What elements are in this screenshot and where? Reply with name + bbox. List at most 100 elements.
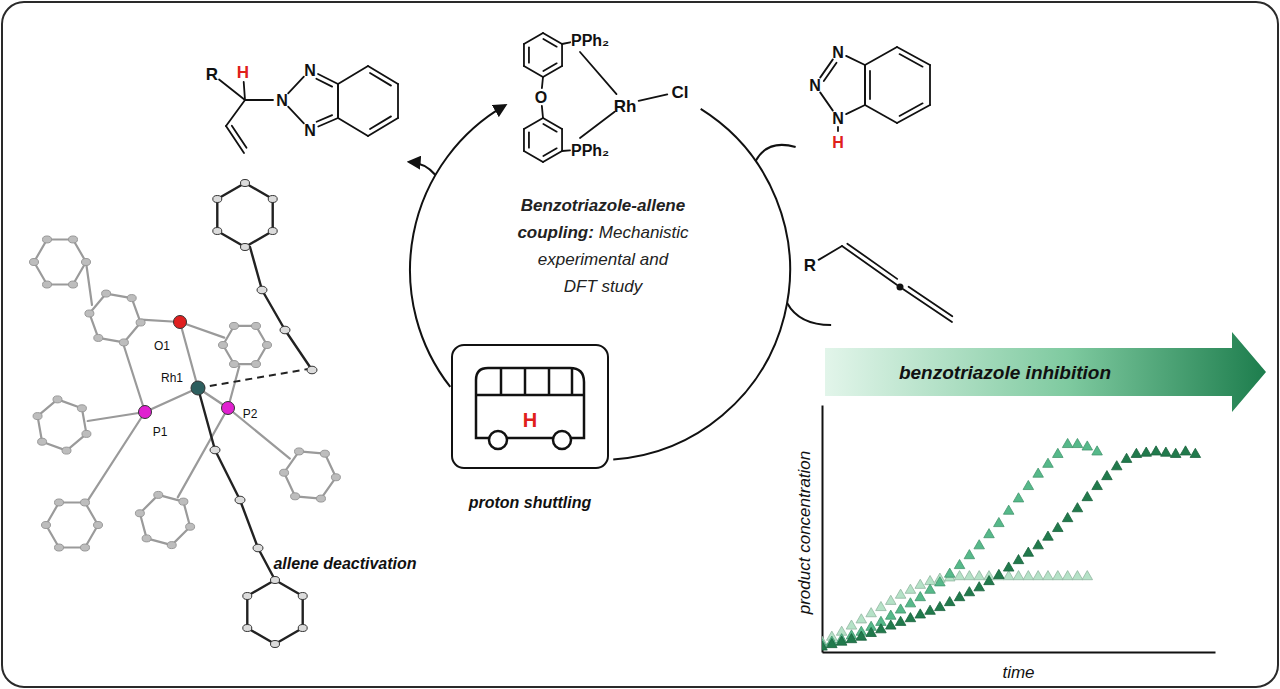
cycle-label-line: coupling:Mechanistic — [517, 223, 689, 242]
data-point — [827, 639, 838, 648]
crystal-heteroatom — [222, 402, 235, 415]
atom-label: N — [276, 92, 288, 109]
data-point — [1053, 448, 1064, 457]
data-point — [886, 610, 897, 619]
data-point — [1043, 458, 1054, 467]
data-point — [1003, 571, 1014, 580]
bond — [864, 65, 866, 105]
atom-label: N — [832, 110, 844, 127]
crystal-carbon — [77, 405, 86, 412]
data-point — [1023, 571, 1034, 580]
crystal-carbon — [127, 295, 136, 302]
cycle-label-text: DFT study — [564, 277, 644, 296]
data-point — [1013, 493, 1024, 502]
bond — [543, 33, 562, 44]
series — [822, 438, 1102, 647]
data-point — [1062, 438, 1073, 447]
bond — [244, 82, 245, 100]
data-point — [876, 601, 887, 610]
bond — [562, 150, 570, 152]
bond — [247, 580, 275, 596]
data-point — [1092, 446, 1103, 455]
bond — [338, 118, 368, 136]
cycle-label-line: DFT study — [564, 277, 644, 296]
x-axis — [823, 652, 1216, 653]
double-bond — [543, 39, 556, 47]
bond — [245, 99, 273, 101]
data-point — [1180, 446, 1191, 455]
data-point — [846, 634, 857, 643]
bond — [250, 247, 262, 290]
atom-label: N — [304, 62, 316, 79]
crystal-bonds — [34, 183, 336, 644]
frame — [2, 2, 1278, 687]
data-point — [846, 620, 857, 629]
crystal-carbon — [55, 544, 64, 551]
bus-window-divider — [548, 368, 551, 395]
data-point — [866, 608, 877, 617]
cycle-label-line: experimental and — [538, 250, 669, 269]
data-point — [925, 576, 936, 585]
bond — [543, 66, 562, 77]
bond — [580, 52, 616, 94]
data-point — [944, 597, 955, 606]
data-point — [1121, 453, 1132, 462]
crystal-carbon — [179, 498, 188, 505]
crystal-carbon — [307, 366, 317, 374]
data-point — [954, 571, 965, 580]
data-point — [1151, 446, 1162, 455]
bond — [288, 77, 304, 94]
data-point — [856, 614, 867, 623]
data-point — [1043, 571, 1054, 580]
double-bond — [232, 126, 247, 148]
crystal-carbon — [316, 495, 325, 502]
double-bond — [316, 79, 332, 87]
bus-wheel — [553, 431, 571, 449]
bond — [275, 580, 303, 596]
series — [822, 446, 1201, 650]
bond — [285, 330, 312, 370]
bond — [262, 290, 285, 330]
chart-title: benzotriazole inhibition — [899, 362, 1111, 383]
data-point — [1111, 461, 1122, 470]
crystal-carbon — [102, 290, 111, 297]
crystal-carbon — [243, 593, 252, 600]
crystal-carbon — [280, 326, 290, 334]
data-point — [974, 571, 985, 580]
crystal-carbon — [43, 236, 52, 243]
double-bond — [900, 54, 923, 67]
crystal-carbon — [81, 499, 90, 506]
banner-arrow — [825, 332, 1266, 412]
data-point — [964, 550, 975, 559]
bond — [338, 66, 368, 84]
rh-allene-contact — [198, 369, 308, 388]
bond — [543, 118, 562, 129]
data-point — [915, 609, 926, 618]
crystal-carbon — [43, 281, 52, 288]
allene-structure: R — [804, 244, 952, 322]
bond — [337, 84, 339, 118]
bond — [837, 127, 839, 131]
crystal-carbon — [243, 625, 252, 632]
crystal-carbon — [271, 577, 280, 584]
catalyst-structure: PPh₂PPh₂ORhCl — [524, 32, 689, 163]
benzotriazole-entry — [756, 145, 796, 161]
double-bond — [900, 103, 923, 116]
crystal-atoms — [30, 180, 341, 648]
data-point — [822, 641, 827, 650]
bond — [524, 151, 543, 162]
bond — [846, 105, 865, 114]
data-point — [964, 571, 975, 580]
crystal-carbon — [291, 493, 300, 500]
bond — [639, 94, 668, 100]
crystal-carbon — [69, 281, 78, 288]
bond — [216, 199, 218, 231]
crystal-carbon — [298, 593, 307, 600]
crystal-carbon — [295, 448, 304, 455]
bond — [865, 47, 897, 65]
crystal-carbon — [62, 447, 71, 454]
data-point — [1092, 480, 1103, 489]
data-point — [954, 559, 965, 568]
data-point — [1131, 448, 1142, 457]
cycle-label-text: coupling: — [517, 223, 593, 242]
